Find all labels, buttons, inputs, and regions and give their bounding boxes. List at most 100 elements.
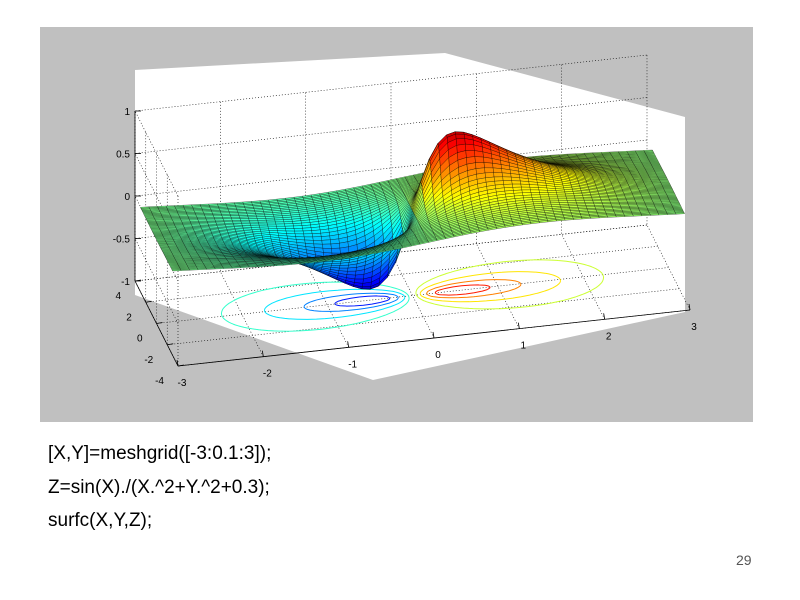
- surface-patch: [483, 162, 494, 169]
- surface-patch: [339, 264, 349, 269]
- surface-mesh: [140, 131, 685, 290]
- surface-patch: [249, 221, 259, 225]
- surface-patch: [172, 219, 182, 222]
- surface-patch: [231, 218, 241, 221]
- surface-patch: [285, 228, 295, 232]
- y-tick-mark: [167, 343, 174, 346]
- surface-patch: [520, 183, 531, 188]
- surface-patch: [151, 231, 162, 233]
- surface-patch: [666, 212, 677, 215]
- surface-patch: [592, 198, 602, 201]
- surface-patch: [540, 196, 550, 200]
- contour-line: [415, 259, 604, 310]
- surface-patch: [229, 212, 239, 215]
- surface-patch: [649, 213, 660, 216]
- surface-patch: [493, 172, 503, 178]
- surface-patch: [205, 267, 216, 270]
- surface-patch: [172, 220, 183, 223]
- surface-patch: [641, 214, 651, 216]
- surface-patch: [164, 220, 174, 223]
- surface-patch: [179, 217, 190, 219]
- surface-patch: [311, 229, 321, 234]
- surface-patch: [503, 180, 513, 185]
- y-tick-label: 4: [115, 291, 121, 302]
- surface-patch: [161, 249, 171, 251]
- z-axis-ticks: -1 -0.5 0 0.5 1: [113, 107, 141, 288]
- surface-patch: [530, 192, 541, 196]
- surface-patch: [656, 174, 667, 177]
- slide-number: 29: [736, 552, 752, 568]
- x-tick-mark: [688, 303, 691, 311]
- surface-patch: [230, 217, 241, 219]
- surface-patch: [643, 199, 653, 202]
- surface-patch: [520, 180, 530, 185]
- surface-patch: [465, 143, 475, 151]
- x-tick-label: -3: [178, 378, 187, 389]
- surface-patch: [556, 194, 567, 198]
- surface-patch: [284, 225, 295, 229]
- surface-patch: [547, 190, 557, 193]
- surface-patch: [593, 203, 604, 206]
- surface-patch: [275, 223, 286, 227]
- surface-patch: [484, 167, 494, 174]
- y-tick-label: 2: [126, 312, 132, 323]
- x-tick-label: 3: [691, 322, 697, 333]
- surface-patch: [465, 150, 476, 158]
- surface-patch: [664, 189, 674, 192]
- surface-patch: [615, 215, 626, 218]
- surface-patch: [214, 267, 225, 270]
- x-tick-mark: [176, 359, 179, 367]
- surface-patch: [180, 269, 190, 271]
- surface-patch: [303, 233, 313, 238]
- surface-patch: [530, 189, 540, 193]
- y-grid-line: [134, 111, 648, 282]
- surface-patch: [502, 176, 512, 181]
- x-axis-ticks: -3 -2 -1 0 1 2 3: [176, 303, 697, 389]
- surface-patch: [152, 232, 163, 234]
- surface-patch: [323, 261, 333, 264]
- surface-patch: [556, 192, 566, 196]
- surface-patch: [610, 202, 620, 204]
- surface-patch: [322, 243, 332, 249]
- surface-patch: [538, 189, 549, 193]
- z-tick-label: 0: [124, 192, 130, 203]
- surface-patch: [493, 176, 504, 182]
- surface-patch: [601, 200, 611, 203]
- surface-patch: [258, 221, 268, 225]
- surface-patch: [302, 230, 313, 235]
- surface-patch: [338, 267, 349, 272]
- surface-patch: [643, 165, 653, 167]
- surface-patch: [267, 225, 278, 229]
- surface-patch: [566, 196, 576, 200]
- surface-patch: [312, 233, 322, 238]
- surface-patch: [585, 205, 596, 208]
- surface-patch: [501, 172, 512, 178]
- surface-patch: [173, 222, 183, 224]
- contour-line: [303, 292, 399, 312]
- surface-patch: [584, 202, 595, 204]
- surface-patch: [575, 200, 586, 203]
- surface-patch: [675, 212, 685, 215]
- y-tick-label: -2: [144, 355, 153, 366]
- surface-patch: [582, 197, 593, 200]
- surface-patch: [267, 223, 277, 227]
- surface-patch: [475, 162, 485, 169]
- surface-patch: [632, 214, 643, 217]
- x-tick-label: -1: [348, 359, 357, 370]
- surface-patch: [601, 202, 612, 204]
- x-tick-label: 1: [521, 341, 527, 352]
- surface-patch: [331, 247, 341, 254]
- surface-patch: [275, 221, 285, 225]
- code-line-surfc: surfc(X,Y,Z);: [48, 510, 153, 531]
- contour-line: [434, 284, 491, 296]
- surface-patch: [649, 195, 660, 197]
- surface-patch: [642, 198, 653, 201]
- surface-patch: [213, 217, 224, 219]
- surface-patch: [662, 186, 672, 188]
- y-tick-label: 0: [137, 334, 143, 345]
- surface-patch: [151, 229, 161, 232]
- x-tick-mark: [347, 341, 350, 348]
- x-tick-label: 0: [435, 350, 441, 361]
- surface-patch: [158, 243, 168, 246]
